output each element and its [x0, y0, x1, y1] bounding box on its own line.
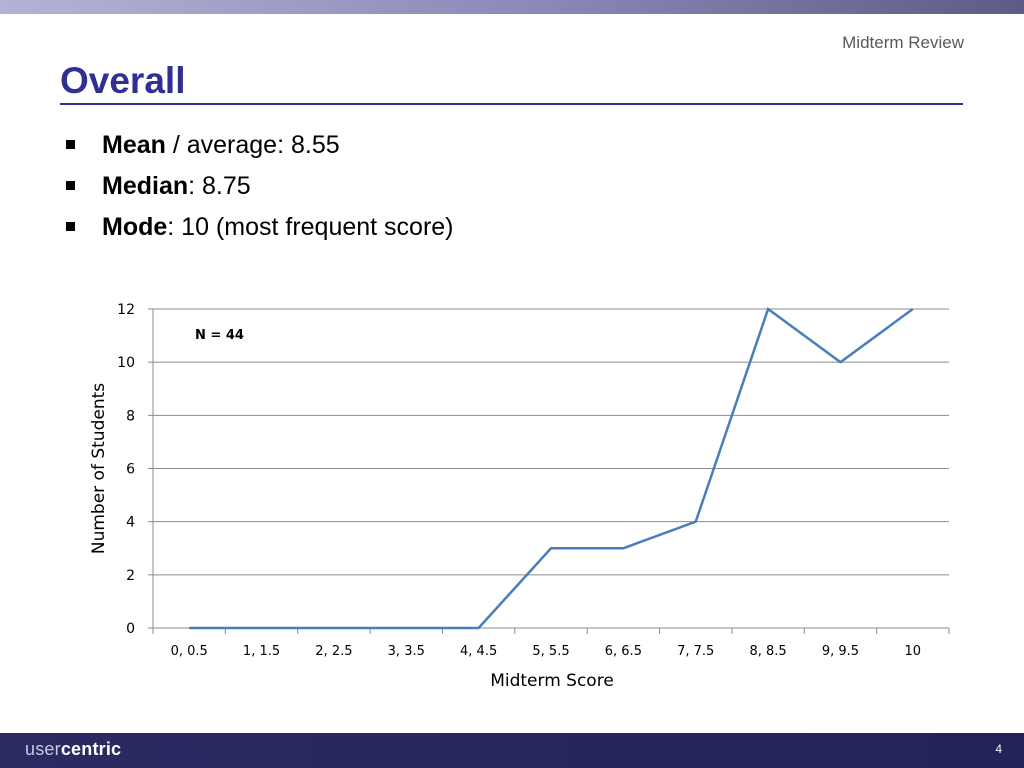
- y-tick-label: 8: [126, 408, 135, 424]
- square-bullet-icon: [66, 222, 75, 231]
- bullet-text: : 10 (most frequent score): [167, 213, 454, 241]
- title-underline: [60, 103, 963, 105]
- slide-title: Overall: [60, 60, 186, 101]
- bullet-mean: Mean / average: 8.55: [62, 128, 454, 169]
- footer-bar: usercentric 4: [0, 733, 1024, 768]
- y-axis-label: Number of Students: [89, 383, 109, 554]
- logo-light-text: user: [25, 739, 61, 759]
- x-axis-label: Midterm Score: [490, 671, 614, 691]
- y-tick-label: 6: [126, 462, 135, 478]
- bullet-mode: Mode: 10 (most frequent score): [62, 210, 454, 251]
- axes: [148, 308, 950, 634]
- bullet-median: Median: 8.75: [62, 169, 454, 210]
- x-tick-label: 8, 8.5: [749, 644, 786, 659]
- x-tick-label: 7, 7.5: [677, 644, 714, 659]
- tick-labels: 0 2 4 6 8 10 12 0, 0.5 1, 1.5 2, 2.5 3, 3.5 4, 4.5 5…: [117, 302, 921, 659]
- y-tick-label: 10: [117, 355, 135, 371]
- x-tick-label: 1, 1.5: [243, 644, 280, 659]
- x-tick-label: 5, 5.5: [532, 644, 569, 659]
- score-distribution-chart: 0 2 4 6 8 10 12 0, 0.5 1, 1.5 2, 2.5 3, 3.5 4, 4.5 5…: [89, 302, 950, 691]
- square-bullet-icon: [66, 181, 75, 190]
- x-tick-label: 9, 9.5: [822, 644, 859, 659]
- y-tick-label: 0: [126, 621, 135, 637]
- y-tick-label: 12: [117, 302, 135, 318]
- header-label: Midterm Review: [842, 33, 964, 52]
- x-tick-label: 3, 3.5: [388, 644, 425, 659]
- bullet-term: Mean: [102, 131, 166, 159]
- sample-size-annotation: N = 44: [195, 328, 244, 343]
- y-tick-label: 2: [126, 568, 135, 584]
- top-decorative-bar: [0, 0, 1024, 14]
- bullet-text: : 8.75: [188, 172, 251, 200]
- bullet-text: / average: 8.55: [165, 131, 340, 159]
- usercentric-logo: usercentric: [25, 739, 121, 760]
- x-tick-label: 2, 2.5: [315, 644, 352, 659]
- x-tick-label: 0, 0.5: [171, 644, 208, 659]
- x-tick-label: 10: [905, 644, 922, 659]
- gridlines: [153, 308, 949, 576]
- bullet-term: Median: [102, 172, 189, 200]
- logo-bold-text: centric: [60, 739, 122, 759]
- x-tick-label: 4, 4.5: [460, 644, 497, 659]
- series-layer: [189, 306, 914, 630]
- page-number: 4: [995, 742, 1002, 756]
- bullet-list: Mean / average: 8.55 Median: 8.75 Mode: …: [62, 128, 454, 251]
- x-tick-label: 6, 6.5: [605, 644, 642, 659]
- y-tick-label: 4: [126, 515, 135, 531]
- square-bullet-icon: [66, 140, 75, 149]
- bullet-term: Mode: [102, 213, 168, 241]
